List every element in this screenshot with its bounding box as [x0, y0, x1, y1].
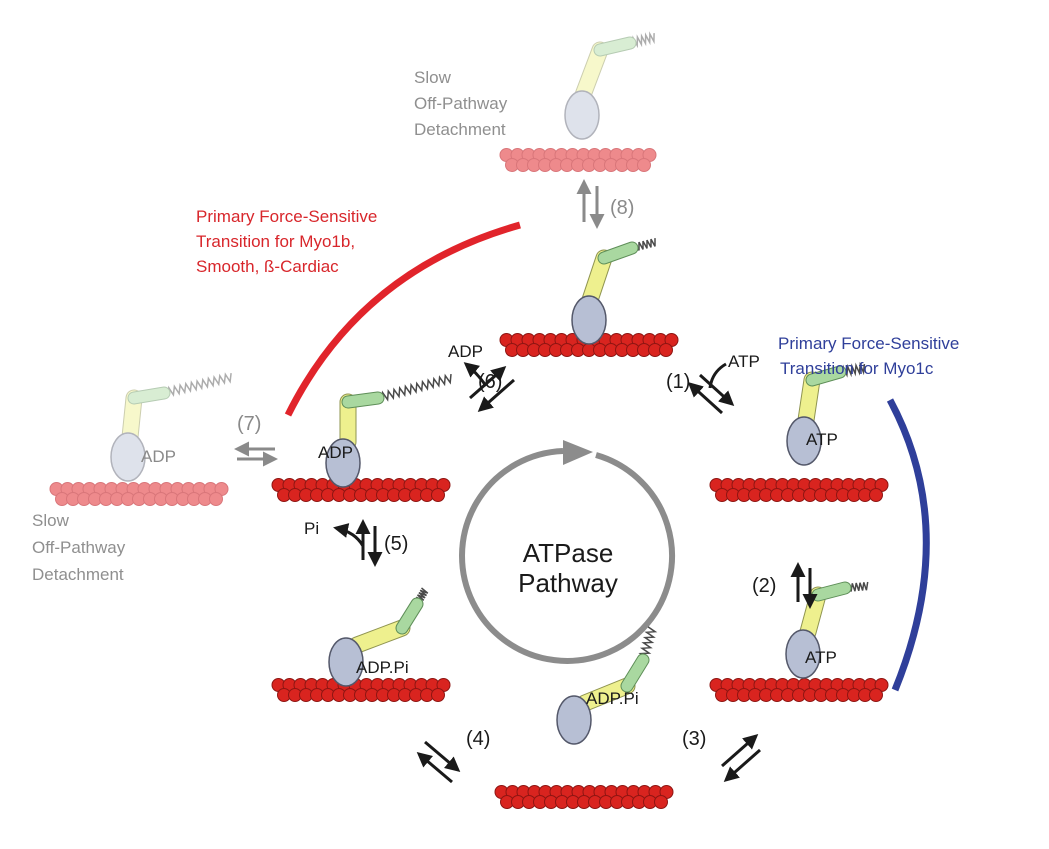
actin-filament-atp: [709, 478, 889, 502]
transition-arrows: [234, 179, 818, 784]
arrow-1-back: [687, 381, 724, 415]
step-4-label: (4): [466, 728, 490, 750]
note-off-left-line1: Slow: [32, 511, 70, 530]
state-label-adp-off: ADP: [141, 447, 176, 466]
step-2-label: (2): [752, 575, 776, 597]
spring-linker: [629, 31, 655, 49]
actin-filament-adp-pi-left: [271, 678, 451, 702]
motor-atp: [786, 361, 866, 466]
step-6-label: (6): [478, 371, 502, 393]
step-5-label: (5): [384, 533, 408, 555]
lever-arm: [349, 620, 410, 653]
state-label-atp-bound: ATP: [806, 430, 838, 449]
motor-adp-pi-left: [328, 587, 429, 687]
red-force-arc: [284, 221, 521, 417]
note-off-pathway-top: Slow Off-Pathway Detachment: [414, 68, 508, 139]
light-chain: [621, 654, 649, 692]
spring-linker: [377, 373, 452, 403]
motor-head: [571, 295, 607, 345]
cycle-arrow: [459, 448, 676, 664]
state-label-atp-detached: ATP: [805, 648, 837, 667]
light-chain: [598, 242, 638, 264]
ligand-adp-out: ADP: [448, 342, 483, 361]
actin-filament-rigor: [499, 333, 679, 357]
lever-arm: [122, 390, 142, 445]
motor-head: [785, 629, 821, 679]
ligand-atp-in: ATP: [728, 352, 760, 371]
actin-filament-top-off: [499, 148, 657, 172]
note-blue-line1: Primary Force-Sensitive: [778, 334, 959, 353]
step-7-label: (7): [237, 413, 261, 435]
arrow-atp-binding: [708, 362, 727, 389]
motor-top-off: [564, 31, 655, 140]
arrow-pi-release: [333, 523, 365, 547]
arrow-3-back: [723, 748, 761, 782]
cycle-arrow-head: [563, 440, 593, 465]
note-off-top-line1: Slow: [414, 68, 452, 87]
actin-filament-atp-detached: [709, 678, 889, 702]
step-3-label: (3): [682, 728, 706, 750]
light-chain: [396, 598, 423, 634]
motor-adp-pi-bottom: [556, 626, 658, 745]
actin-filament-adp-off: [49, 482, 229, 506]
actin-filaments: [49, 148, 889, 809]
myosin-motors: [110, 31, 869, 745]
lever-arm: [798, 372, 820, 428]
arrow-adp-release: [463, 362, 488, 387]
motor-adp: [325, 373, 452, 488]
note-off-top-line3: Detachment: [414, 120, 506, 139]
center-title-line2: Pathway: [518, 568, 618, 598]
motor-adp-off: [110, 372, 232, 482]
blue-force-arc: [886, 398, 930, 692]
actin-filament-bottom: [494, 785, 674, 809]
light-chain: [806, 366, 846, 386]
arrow-4-forward: [424, 740, 461, 772]
state-label-adp-bound: ADP: [318, 443, 353, 462]
note-red-line2: Transition for Myo1b,: [196, 232, 355, 251]
ligand-pi-out: Pi: [304, 519, 319, 538]
motor-head: [328, 637, 364, 687]
note-off-top-line2: Off-Pathway: [414, 94, 508, 113]
arrow-3-forward: [721, 734, 759, 768]
light-chain: [128, 387, 170, 404]
state-label-adp-pi-left: ADP.Pi: [356, 658, 409, 677]
step-8-label: (8): [610, 197, 634, 219]
note-red-line3: Smooth, ß-Cardiac: [196, 257, 339, 276]
center-title-line1: ATPase: [523, 538, 614, 568]
step-1-label: (1): [666, 371, 690, 393]
arrow-6-back: [477, 378, 515, 412]
spring-linker: [638, 626, 658, 661]
note-off-left-line2: Off-Pathway: [32, 538, 126, 557]
motor-head: [564, 90, 600, 140]
lever-arm: [575, 42, 608, 103]
motor-head: [325, 438, 361, 488]
light-chain: [812, 582, 851, 601]
motor-head: [556, 695, 592, 745]
note-off-pathway-left: Slow Off-Pathway Detachment: [32, 511, 126, 584]
state-label-adp-pi-bottom: ADP.Pi: [586, 689, 639, 708]
arrow-1-forward: [698, 373, 735, 407]
actin-filament-adp: [271, 478, 451, 502]
atpase-cycle: ATPase Pathway: [459, 440, 676, 664]
note-red-line1: Primary Force-Sensitive: [196, 207, 377, 226]
arrow-4-back: [416, 752, 453, 784]
note-blue-force-sensitive: Primary Force-Sensitive Transition for M…: [778, 334, 959, 378]
spring-linker: [163, 372, 232, 398]
lever-arm: [577, 678, 635, 711]
note-blue-line2: Transition for Myo1c: [780, 359, 934, 378]
motor-head: [786, 416, 822, 466]
motor-rigor: [571, 238, 656, 345]
motor-head: [110, 432, 146, 482]
note-off-left-line3: Detachment: [32, 565, 124, 584]
light-chain: [342, 392, 384, 408]
arrow-6-forward: [469, 366, 507, 400]
light-chain: [594, 37, 636, 56]
note-red-force-sensitive: Primary Force-Sensitive Transition for M…: [196, 207, 377, 276]
lever-arm: [582, 250, 612, 308]
